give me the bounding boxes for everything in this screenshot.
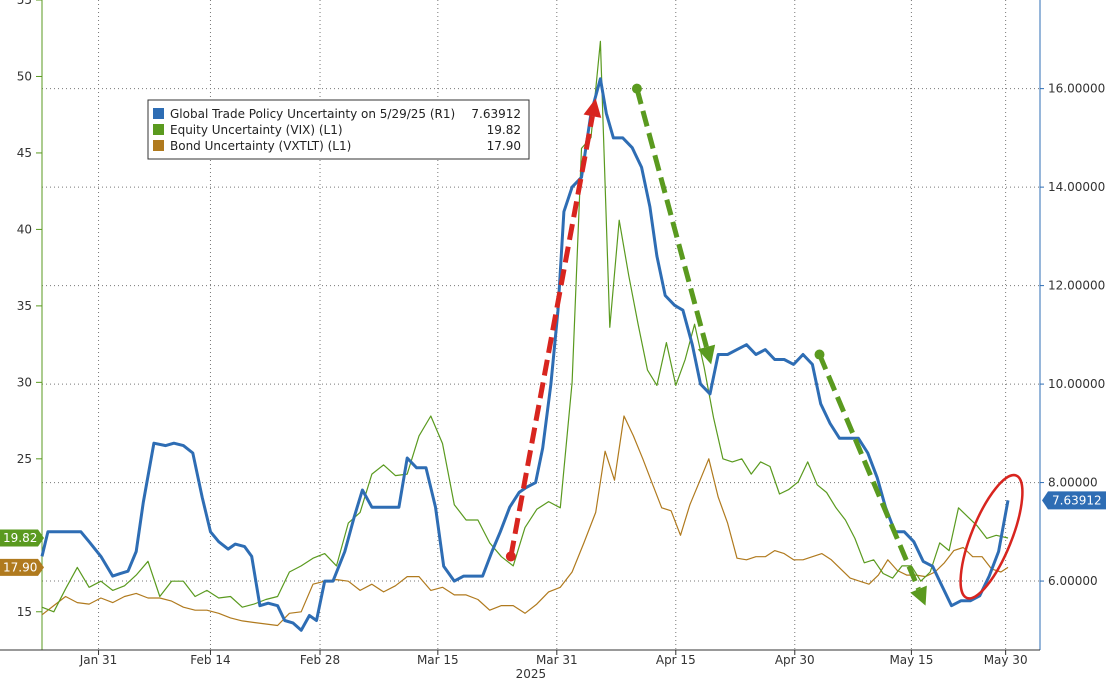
right-tick-label: 6.00000 <box>1048 574 1098 588</box>
left-tick-label: 35 <box>17 299 32 313</box>
legend: Global Trade Policy Uncertainty on 5/29/… <box>147 99 530 160</box>
annotation-arrow-start-dot <box>505 551 516 562</box>
last-value-badge-text: 17.90 <box>3 560 37 574</box>
annotations <box>505 83 1024 606</box>
last-value-badge <box>0 529 44 547</box>
annotation-arrow-line <box>634 87 709 348</box>
last-value-badges: 19.82 17.90 7.63912 <box>0 491 1106 576</box>
x-tick-label: Apr 15 <box>656 653 696 667</box>
legend-swatch <box>153 140 164 151</box>
right-tick-label: 10.00000 <box>1048 377 1105 391</box>
gridlines <box>42 0 1040 650</box>
x-tick-label: Mar 31 <box>536 653 578 667</box>
x-year-label: 2025 <box>516 667 547 681</box>
legend-label: Equity Uncertainty (VIX) (L1) <box>170 123 343 137</box>
annotation-arrow-start-dot <box>631 83 642 94</box>
last-value-badge-text: 7.63912 <box>1052 493 1102 507</box>
legend-label: Bond Uncertainty (VXTLT) (L1) <box>170 139 351 153</box>
legend-box <box>147 99 530 160</box>
x-tick-label: Feb 28 <box>300 653 340 667</box>
x-tick-label: May 30 <box>984 653 1028 667</box>
left-tick-label: 30 <box>17 375 32 389</box>
x-tick-label: Mar 15 <box>417 653 459 667</box>
x-tick-label: Apr 30 <box>775 653 815 667</box>
right-tick-label: 8.00000 <box>1048 476 1098 490</box>
last-value-badge-text: 19.82 <box>3 531 37 545</box>
last-value-badge <box>0 558 44 576</box>
right-tick-label: 12.00000 <box>1048 279 1105 293</box>
right-tick-label: 16.00000 <box>1048 82 1105 96</box>
left-tick-label: 15 <box>17 605 32 619</box>
left-tick-label: 40 <box>17 222 32 236</box>
x-tick-label: Jan 31 <box>79 653 118 667</box>
left-tick-label: 25 <box>17 452 32 466</box>
annotation-arrow-head <box>583 98 602 118</box>
x-axis-ticks: Jan 31 Feb 14 Feb 28 Mar 15 Mar 31 Apr 15 Apr … <box>79 650 1028 681</box>
annotation-arrow-line <box>508 115 595 557</box>
series-line-bond-uncertainty-vxtlt <box>41 415 1009 627</box>
x-tick-label: Feb 14 <box>190 653 230 667</box>
series-line-equity-uncertainty-vix <box>41 40 1009 613</box>
legend-value: 19.82 <box>487 123 521 137</box>
annotation-arrow-line <box>817 353 921 591</box>
annotation-ellipse <box>959 473 1024 600</box>
annotation-arrow-head <box>910 585 927 606</box>
legend-label: Global Trade Policy Uncertainty on 5/29/… <box>170 107 455 121</box>
left-tick-label: 55 <box>17 0 32 7</box>
series-lines <box>40 40 1010 632</box>
annotation-arrow-head <box>697 344 716 365</box>
annotation-arrow-start-dot <box>814 349 825 360</box>
legend-swatch <box>153 108 164 119</box>
legend-value: 17.90 <box>487 139 521 153</box>
legend-value: 7.63912 <box>471 107 521 121</box>
left-tick-label: 45 <box>17 146 32 160</box>
last-value-badge <box>1042 491 1106 510</box>
x-tick-label: May 15 <box>889 653 933 667</box>
series-line-global-trade-policy-uncertainty <box>40 77 1010 632</box>
left-tick-label: 50 <box>17 69 32 83</box>
legend-swatch <box>153 124 164 135</box>
axes: 6.00000 8.00000 10.00000 12.00000 14.00000 16… <box>0 0 1105 651</box>
right-tick-label: 14.00000 <box>1048 180 1105 194</box>
